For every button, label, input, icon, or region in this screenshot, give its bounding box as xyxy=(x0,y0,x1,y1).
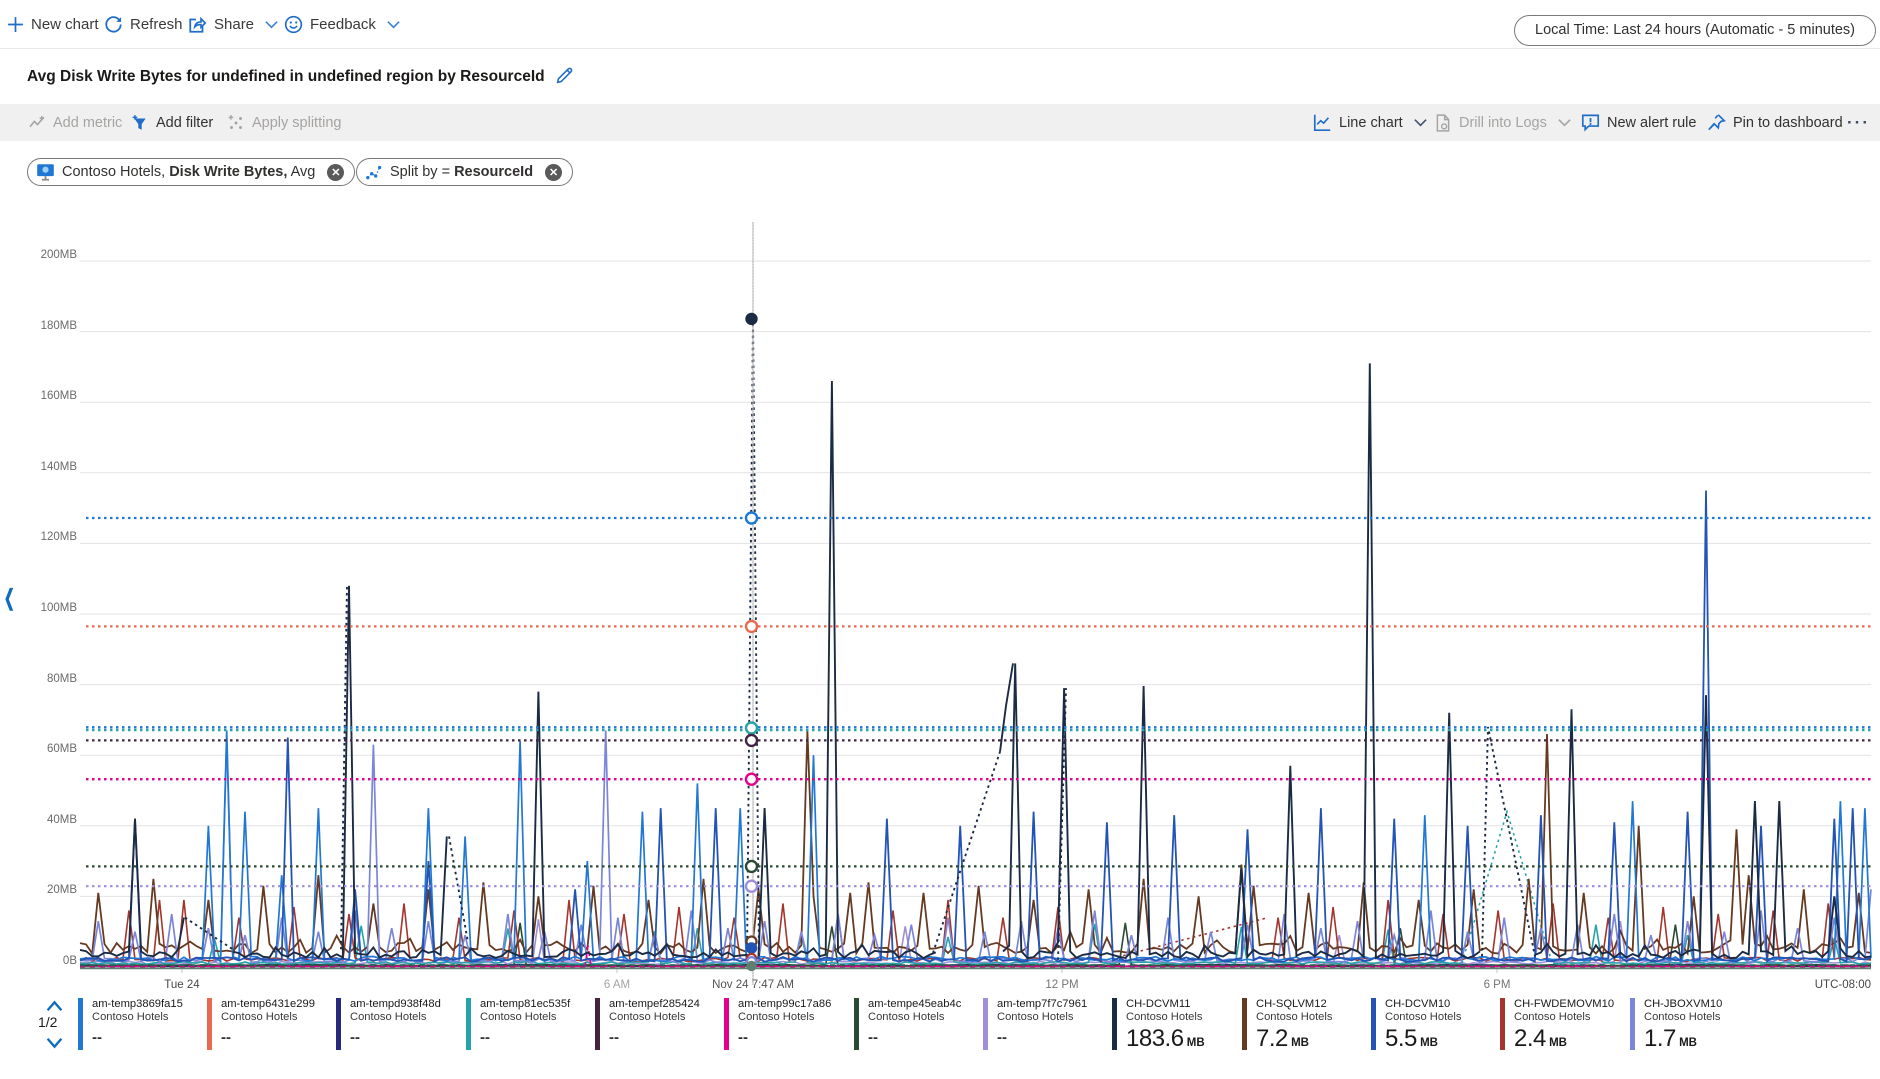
svg-text:6 AM: 6 AM xyxy=(604,979,630,991)
svg-text:0B: 0B xyxy=(63,955,77,967)
svg-text:12 PM: 12 PM xyxy=(1045,979,1078,991)
svg-text:60MB: 60MB xyxy=(47,743,77,755)
svg-text:100MB: 100MB xyxy=(41,602,78,614)
svg-text:80MB: 80MB xyxy=(47,673,77,685)
svg-text:200MB: 200MB xyxy=(41,249,78,261)
svg-text:UTC-08:00: UTC-08:00 xyxy=(1815,979,1871,991)
svg-text:140MB: 140MB xyxy=(41,461,78,473)
svg-text:6 PM: 6 PM xyxy=(1484,979,1511,991)
svg-text:Tue 24: Tue 24 xyxy=(164,979,200,991)
svg-text:120MB: 120MB xyxy=(41,531,78,543)
svg-text:180MB: 180MB xyxy=(41,320,78,332)
svg-text:Nov 24 7:47 AM: Nov 24 7:47 AM xyxy=(712,979,794,991)
svg-text:20MB: 20MB xyxy=(47,884,77,896)
svg-text:160MB: 160MB xyxy=(41,390,78,402)
svg-text:40MB: 40MB xyxy=(47,814,77,826)
